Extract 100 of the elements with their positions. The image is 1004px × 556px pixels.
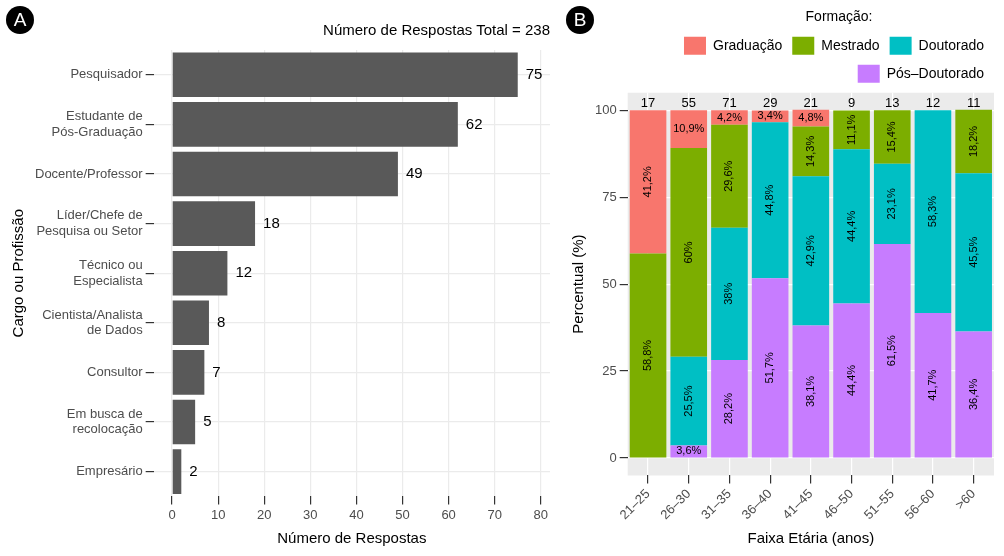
bar bbox=[670, 110, 708, 149]
data-label: 41,2% bbox=[641, 166, 654, 198]
bar bbox=[172, 449, 182, 494]
data-label: 18 bbox=[263, 213, 280, 231]
data-label: 75 bbox=[525, 64, 543, 82]
legend-label: Pós–Doutorado bbox=[886, 64, 985, 81]
data-label: 14,3% bbox=[803, 135, 816, 168]
x-tick-label: >60 bbox=[952, 485, 979, 513]
data-label: 62 bbox=[465, 114, 483, 132]
y-tick-label: Líder/Chefe de Pesquisa ou Setor bbox=[36, 207, 144, 238]
x-tick-label: 30 bbox=[303, 506, 318, 522]
x-tick-label: 60 bbox=[441, 506, 456, 522]
y-tick-label: Em busca de recolocação bbox=[66, 405, 143, 437]
data-label: 58,8% bbox=[641, 339, 654, 372]
bar bbox=[172, 399, 196, 445]
y-tick-label: 50 bbox=[602, 275, 617, 291]
bar bbox=[172, 250, 228, 296]
bar bbox=[833, 110, 870, 150]
data-label: 49 bbox=[405, 164, 423, 182]
data-label: 41,7% bbox=[925, 369, 938, 401]
data-label: 38% bbox=[722, 282, 735, 305]
bar bbox=[873, 110, 911, 164]
bar bbox=[751, 122, 789, 279]
data-label: 36,4% bbox=[966, 378, 979, 411]
data-label: 11,1% bbox=[844, 114, 857, 146]
data-label: 5 bbox=[203, 412, 212, 430]
x-tick-label: 0 bbox=[168, 506, 176, 522]
bar bbox=[955, 173, 992, 332]
data-label: 3,6% bbox=[676, 444, 702, 457]
y-tick-label: Estudante de Pós-Graduação bbox=[51, 108, 143, 139]
data-label: 8 bbox=[216, 312, 226, 330]
x-tick-label: 20 bbox=[257, 506, 272, 522]
chart-title: Número de Respostas Total = 238 bbox=[323, 21, 550, 39]
y-tick-label: Cientista/Analista de Dados bbox=[42, 306, 144, 338]
data-label: 12 bbox=[235, 263, 253, 281]
data-label: 28,2% bbox=[722, 392, 735, 425]
legend-label: Doutorado bbox=[918, 36, 985, 53]
data-label: 2 bbox=[189, 461, 198, 479]
bar bbox=[670, 148, 708, 357]
y-tick-label: 0 bbox=[609, 449, 617, 465]
bar bbox=[751, 278, 789, 458]
data-label: 58,3% bbox=[925, 195, 938, 228]
data-label: 4,8% bbox=[798, 111, 824, 124]
data-label: 42,9% bbox=[803, 235, 816, 267]
bar bbox=[172, 151, 398, 197]
annotation: 13 bbox=[885, 95, 900, 111]
data-label: 18,2% bbox=[966, 125, 979, 158]
y-tick-label: 75 bbox=[602, 188, 617, 204]
y-axis-title: Cargo ou Profissão bbox=[9, 209, 27, 338]
bar bbox=[172, 300, 209, 346]
y-tick-label: Técnico ou Especialista bbox=[73, 256, 144, 288]
x-tick-label: 50 bbox=[395, 506, 410, 522]
bar bbox=[172, 350, 205, 395]
bar bbox=[711, 359, 748, 458]
bar bbox=[629, 253, 667, 458]
bar bbox=[172, 102, 458, 147]
y-tick-label: 25 bbox=[602, 362, 617, 378]
text: B bbox=[566, 6, 594, 34]
x-tick-label: 40 bbox=[349, 506, 364, 522]
data-label: 44,8% bbox=[763, 184, 776, 216]
legend-title: Formação: bbox=[805, 7, 873, 24]
annotation: 29 bbox=[762, 95, 778, 111]
bar bbox=[711, 227, 748, 360]
bar bbox=[629, 110, 667, 254]
data-label: 44,4% bbox=[844, 210, 857, 242]
x-tick-label: 10 bbox=[210, 506, 226, 522]
bar bbox=[914, 110, 952, 313]
y-tick-label: Empresário bbox=[76, 463, 143, 479]
x-tick-label: 70 bbox=[487, 506, 502, 522]
bar bbox=[792, 176, 830, 326]
data-label: 10,9% bbox=[673, 122, 705, 135]
y-tick-label: Consultor bbox=[87, 363, 144, 379]
bar bbox=[833, 149, 870, 304]
bar bbox=[172, 201, 256, 246]
bar bbox=[955, 109, 992, 174]
annotation: 17 bbox=[640, 95, 656, 111]
bar bbox=[792, 325, 830, 458]
y-axis-title: Percentual (%) bbox=[569, 234, 587, 334]
annotation: 9 bbox=[847, 95, 856, 111]
data-label: 44,4% bbox=[844, 364, 857, 397]
data-label: 7 bbox=[212, 362, 221, 380]
data-label: 25,5% bbox=[681, 385, 694, 417]
bar bbox=[873, 244, 911, 458]
annotation: 71 bbox=[722, 95, 737, 111]
x-tick-label: 80 bbox=[533, 506, 549, 522]
legend-label: Mestrado bbox=[821, 36, 880, 53]
bar bbox=[172, 52, 518, 98]
data-label: 29,6% bbox=[722, 160, 735, 192]
bar bbox=[955, 331, 992, 458]
legend-label: Graduação bbox=[712, 36, 783, 53]
data-label: 51,7% bbox=[763, 352, 776, 384]
bar bbox=[670, 356, 708, 446]
bar bbox=[711, 124, 748, 228]
annotation: 21 bbox=[803, 95, 819, 111]
x-axis-title: Faixa Etária (anos) bbox=[747, 529, 875, 547]
x-axis-title: Número de Respostas bbox=[277, 529, 427, 547]
annotation: 12 bbox=[925, 95, 941, 111]
data-label: 38,1% bbox=[803, 375, 816, 408]
y-tick-label: Pesquisador bbox=[70, 66, 144, 82]
y-tick-label: Docente/Professor bbox=[34, 165, 144, 181]
